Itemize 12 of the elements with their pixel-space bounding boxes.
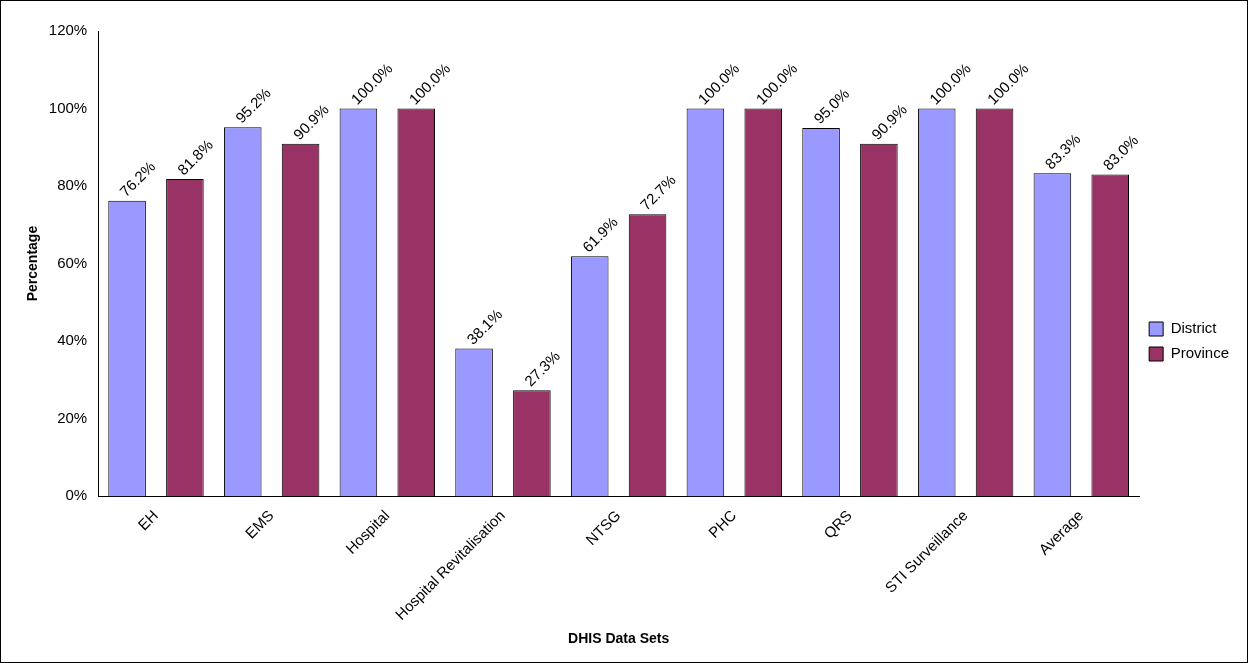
x-axis-title: DHIS Data Sets [568,630,670,647]
y-tick-label: 0% [65,486,88,504]
y-axis-title: Percentage [24,225,41,302]
y-tick-label: 40% [57,331,88,349]
y-tick-label: 80% [57,176,88,194]
y-tick-label: 20% [57,408,88,426]
legend-label: Province [1170,344,1229,362]
x-tick-label: EH [134,506,162,534]
legend-label: District [1170,319,1218,337]
y-tick-label: 120% [48,21,88,39]
y-tick-label: 60% [57,253,88,271]
y-tick-label: 100% [48,98,88,116]
